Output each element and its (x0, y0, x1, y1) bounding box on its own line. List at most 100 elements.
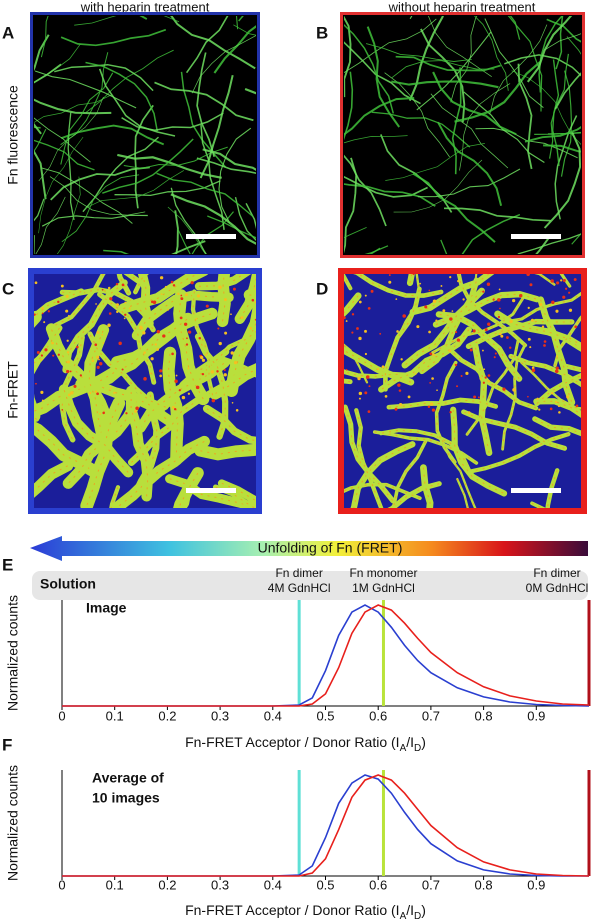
fiber (344, 71, 354, 141)
fiber (451, 67, 462, 175)
fiber (432, 71, 517, 136)
hotspot (400, 358, 403, 361)
hotspot (186, 337, 188, 340)
fiber (173, 289, 210, 406)
hotspot (156, 329, 161, 334)
fiber (200, 125, 225, 230)
fiber (344, 226, 367, 239)
fiber (191, 211, 234, 254)
fiber (441, 439, 477, 508)
fiber (74, 16, 180, 26)
hotspot (143, 377, 147, 381)
fiber (463, 91, 545, 164)
hotspot (107, 323, 111, 328)
hotspot (454, 363, 458, 367)
hotspot (44, 348, 48, 352)
fiber (167, 206, 206, 254)
reference-label: Fn dimer (533, 566, 580, 580)
fiber (353, 274, 444, 298)
data-line (62, 774, 589, 877)
hotspot (519, 294, 523, 298)
hotspot (152, 300, 157, 304)
hotspot (116, 310, 119, 314)
fiber (412, 172, 496, 243)
hotspot (456, 338, 461, 342)
hotspot (367, 410, 371, 413)
hotspot (529, 346, 532, 349)
hotspot (358, 391, 363, 396)
reference-label: 0M GdnHCl (526, 581, 589, 595)
fiber (554, 72, 581, 110)
solution-band (32, 571, 588, 600)
fiber (385, 143, 485, 181)
hotspot (448, 349, 452, 353)
hotspot (151, 300, 154, 304)
hotspot (576, 322, 579, 325)
fiber (511, 70, 581, 145)
hotspot (379, 332, 382, 335)
fiber (35, 196, 66, 254)
x-tick-label: 0.3 (211, 708, 229, 723)
x-axis-label: Fn-FRET Acceptor / Donor Ratio (IA/ID) (185, 902, 426, 921)
hotspot (554, 400, 558, 404)
hotspot (167, 308, 169, 311)
hotspot (482, 290, 485, 293)
hotspot (115, 283, 119, 286)
hotspot (164, 285, 167, 288)
fiber (218, 127, 252, 224)
fiber (170, 193, 256, 245)
fiber (34, 149, 47, 200)
hotspot (449, 411, 452, 414)
hotspot (412, 274, 415, 276)
fiber (202, 404, 256, 445)
hotspot (162, 334, 166, 338)
fiber (379, 428, 473, 475)
hotspot (431, 408, 436, 412)
hotspot (57, 353, 60, 356)
hotspot (357, 376, 361, 381)
hotspot (487, 322, 491, 326)
x-axis-label-part: /I (406, 902, 414, 918)
hotspot (394, 407, 398, 411)
hotspot (91, 359, 95, 363)
inset-label: Average of (92, 770, 164, 786)
hotspot (109, 297, 113, 301)
hotspot (429, 352, 433, 356)
hotspot (527, 306, 530, 309)
hotspot (205, 353, 208, 356)
hotspot (253, 288, 256, 291)
hotspot (230, 351, 234, 355)
fiber (207, 215, 256, 239)
hotspot (61, 408, 64, 411)
hotspot (483, 368, 486, 371)
hotspot (40, 390, 44, 394)
fiber (344, 154, 387, 227)
hotspot (150, 357, 154, 361)
fiber (454, 61, 541, 123)
hotspot (467, 411, 471, 415)
micrograph (344, 274, 581, 508)
hotspot (427, 405, 431, 408)
x-tick-label: 0.5 (316, 877, 334, 892)
fiber (156, 172, 254, 218)
fiber (112, 435, 210, 508)
hotspot (351, 331, 354, 334)
hotspot (198, 337, 202, 340)
x-tick-label: 0.5 (316, 708, 334, 723)
hotspot (51, 341, 54, 345)
hotspot (431, 377, 434, 380)
fiber (409, 274, 495, 316)
fiber (391, 60, 495, 79)
fiber (61, 174, 140, 243)
fiber (56, 176, 81, 254)
hotspot (498, 332, 502, 336)
x-axis-label-part: Fn-FRET Acceptor / Donor Ratio (I (185, 902, 399, 918)
hotspot (502, 387, 506, 391)
hotspot (551, 300, 555, 305)
hotspot (171, 352, 174, 356)
hotspot (509, 319, 513, 324)
x-tick-label: 0.9 (527, 877, 545, 892)
hotspot (187, 367, 190, 370)
hotspot (500, 334, 504, 338)
hotspot (388, 280, 392, 284)
